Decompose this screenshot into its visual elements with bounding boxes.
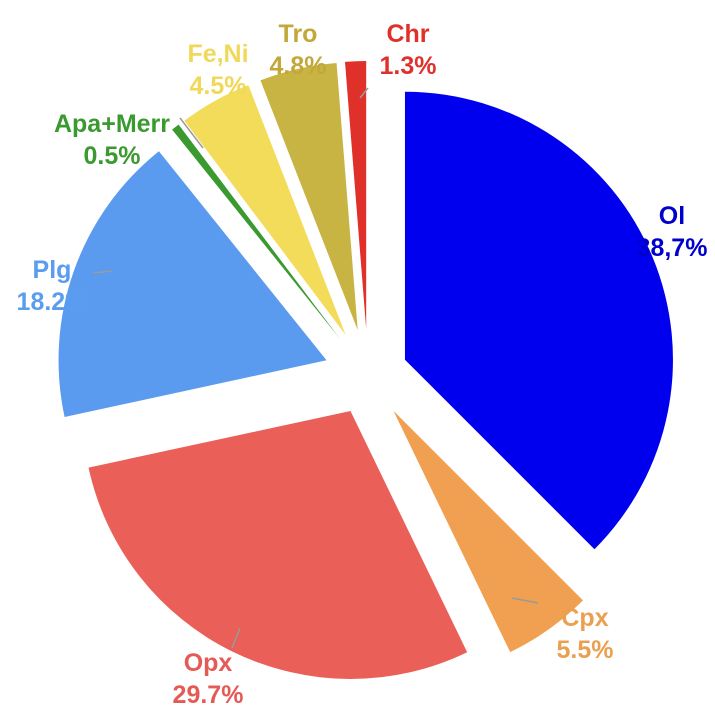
slice-name-label: Chr (386, 20, 429, 48)
slice-name-label: Apa+Merr (54, 110, 170, 138)
pie-slice-cpx (393, 410, 583, 653)
slice-labels: Ol 38,7% Cpx 5.5% Opx 29.7% Plg 18.2% Apa+Merr 0.… (17, 20, 708, 709)
pie-slice-apa-merr (172, 124, 340, 339)
slice-value-label: 38,7% (637, 234, 708, 262)
slice-name-label: Opx (184, 649, 233, 677)
leader-line (511, 597, 539, 604)
slice-value-label: 0.5% (84, 142, 141, 170)
pie-slices (58, 61, 673, 679)
slice-name-label: Cpx (561, 604, 608, 632)
leader-line (359, 87, 369, 99)
slice-value-label: 4.8% (270, 52, 327, 80)
pie-slice-ol (404, 91, 673, 550)
slice-value-label: 1.3% (380, 52, 437, 80)
slice-value-label: 5.5% (557, 636, 614, 664)
slice-value-label: 18.2% (17, 288, 88, 316)
slice-value-label: 29.7% (173, 681, 244, 709)
slice-value-label: 4.5% (190, 72, 247, 100)
leader-line (92, 270, 113, 274)
pie-slice-tro (260, 63, 358, 331)
leader-line (179, 117, 204, 149)
leader-line (231, 627, 241, 649)
slice-name-label: Fe,Ni (187, 40, 248, 68)
leader-lines (92, 87, 539, 649)
pie-slice-fe-ni (184, 85, 346, 335)
slice-name-label: Ol (659, 202, 685, 230)
pie-slice-opx (88, 410, 468, 679)
slice-name-label: Plg (33, 256, 72, 284)
pie-slice-plg (58, 151, 327, 417)
slice-name-label: Tro (279, 20, 318, 48)
pie-slice-chr (344, 61, 367, 330)
